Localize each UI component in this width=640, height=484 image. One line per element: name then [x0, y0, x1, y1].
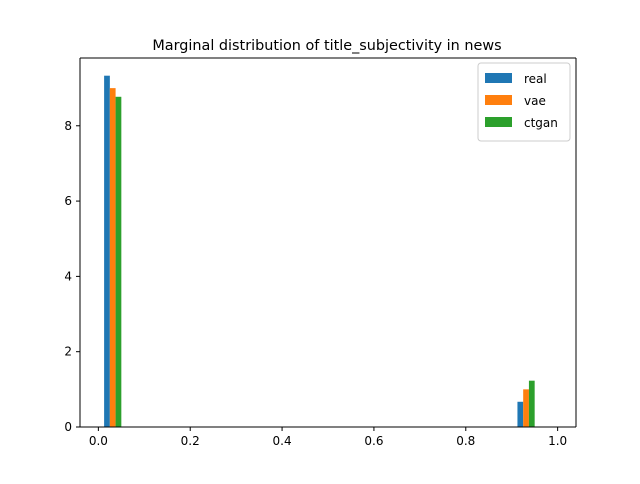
- y-tick-label: 2: [64, 345, 72, 359]
- x-tick-label: 0.8: [456, 434, 475, 448]
- legend-label-real: real: [524, 72, 547, 86]
- x-tick-label: 1.0: [548, 434, 567, 448]
- bar-vae-bin-9: [523, 389, 529, 427]
- x-tick-label: 0.0: [89, 434, 108, 448]
- bar-real-bin-9: [517, 401, 524, 427]
- bar-ctgan-bin-0: [115, 96, 122, 427]
- legend-label-vae: vae: [524, 94, 546, 108]
- chart-title: Marginal distribution of title_subjectiv…: [152, 38, 501, 54]
- bar-ctgan-bin-9: [528, 380, 535, 427]
- legend-swatch-ctgan: [485, 117, 512, 127]
- y-tick-label: 4: [64, 269, 72, 283]
- legend-swatch-real: [485, 73, 512, 83]
- legend: real vae ctgan: [477, 62, 571, 142]
- x-tick-label: 0.2: [181, 434, 200, 448]
- bar-real-bin-0: [104, 75, 110, 428]
- bars-layer: [104, 75, 535, 428]
- x-tick-label: 0.4: [273, 434, 292, 448]
- axes-layer: 0.0 0.2 0.4 0.6 0.8 1.0 0 2 4 6 8: [64, 57, 577, 448]
- y-tick-label: 6: [64, 194, 72, 208]
- y-tick-label: 0: [64, 420, 72, 434]
- x-tick-label: 0.6: [364, 434, 383, 448]
- legend-swatch-vae: [485, 95, 512, 105]
- legend-label-ctgan: ctgan: [524, 116, 558, 130]
- y-tick-label: 8: [64, 119, 72, 133]
- bar-vae-bin-0: [109, 88, 116, 428]
